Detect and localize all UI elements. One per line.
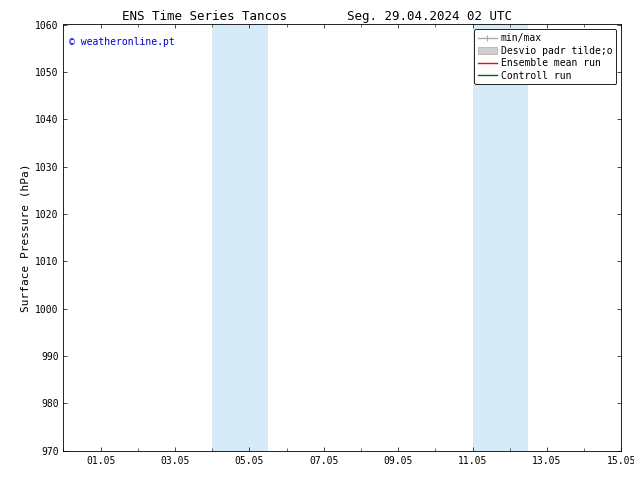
- Text: © weatheronline.pt: © weatheronline.pt: [69, 37, 175, 48]
- Y-axis label: Surface Pressure (hPa): Surface Pressure (hPa): [21, 163, 31, 312]
- Text: ENS Time Series Tancos        Seg. 29.04.2024 02 UTC: ENS Time Series Tancos Seg. 29.04.2024 0…: [122, 10, 512, 23]
- Legend: min/max, Desvio padr tilde;o, Ensemble mean run, Controll run: min/max, Desvio padr tilde;o, Ensemble m…: [474, 29, 616, 84]
- Bar: [472, 24, 528, 451]
- Bar: [212, 24, 268, 451]
